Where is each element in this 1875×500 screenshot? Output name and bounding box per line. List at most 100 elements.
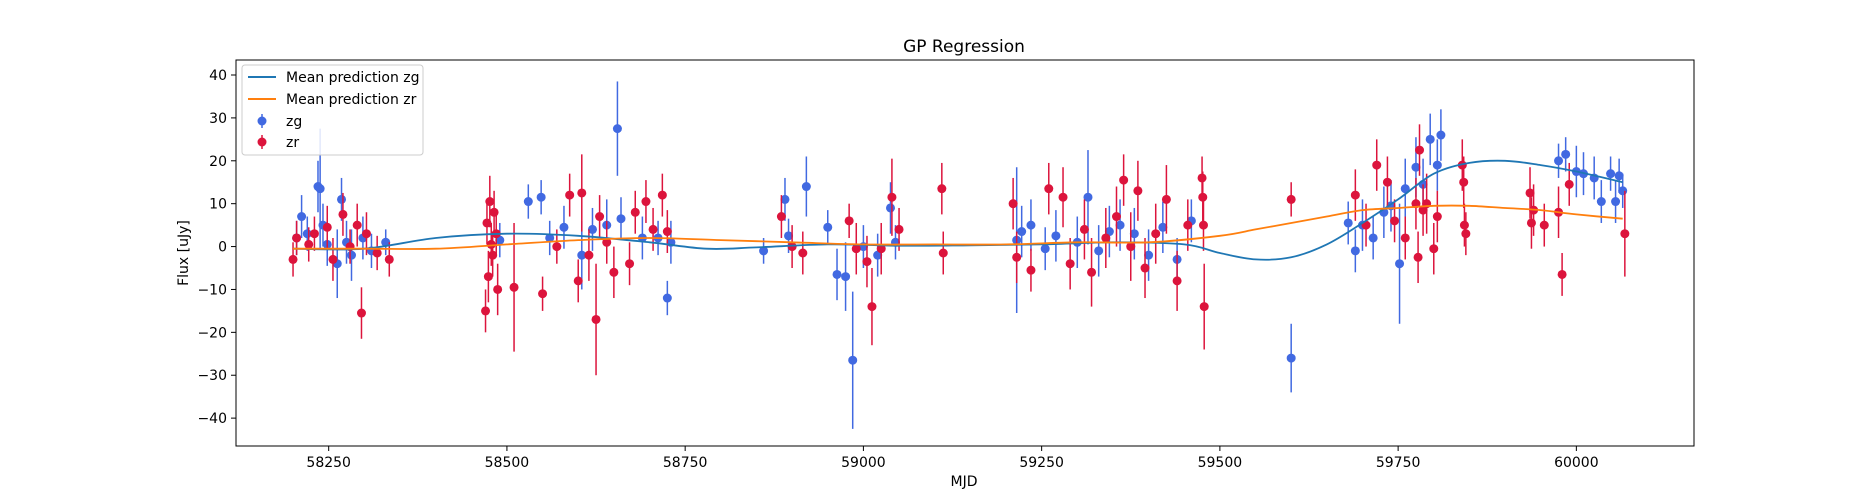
y-tick-label: −30: [197, 368, 227, 384]
zg-point: [848, 355, 858, 365]
zg-point: [1083, 192, 1093, 202]
x-tick-label: 59000: [841, 455, 886, 471]
zr-point: [937, 184, 947, 194]
zr-point: [1413, 252, 1423, 262]
zg-point: [1350, 246, 1360, 256]
zg-point: [1561, 149, 1571, 159]
zr-point: [591, 314, 601, 324]
zr-point: [776, 212, 786, 222]
zr-point: [573, 276, 583, 286]
zg-point: [662, 293, 672, 303]
zr-point: [485, 197, 495, 207]
zr-point: [595, 212, 605, 222]
zg-point: [1596, 197, 1606, 207]
x-tick-label: 59250: [1019, 455, 1064, 471]
y-tick-label: 10: [209, 197, 227, 213]
plot-area: 58250 58500 58750 59000 59250 59500 59750 60000…: [197, 59, 1695, 471]
zr-point: [851, 244, 861, 254]
zr-point: [1087, 267, 1097, 277]
zr-point: [1161, 194, 1171, 204]
zg-point: [1606, 169, 1616, 179]
x-tick-label: 58500: [485, 455, 530, 471]
zr-point: [1286, 194, 1296, 204]
zr-point: [1044, 184, 1054, 194]
zg-point: [1026, 220, 1036, 230]
x-tick-label: 60000: [1554, 455, 1599, 471]
zr-point: [1461, 229, 1471, 239]
zg-point: [1436, 130, 1446, 140]
zr-point: [1198, 192, 1208, 202]
y-tick-label: −40: [197, 411, 227, 427]
legend: Mean prediction zg Mean prediction zr zg…: [241, 64, 424, 156]
zg-point: [832, 269, 842, 279]
zg-point: [1115, 220, 1125, 230]
x-axis-ticks: 58250 58500 58750 59000 59250 59500 59750 60000: [306, 446, 1599, 471]
zr-point: [322, 222, 332, 232]
zr-point: [1058, 192, 1068, 202]
zr-point: [1119, 175, 1129, 185]
legend-box: [241, 64, 424, 156]
zg-point: [1343, 218, 1353, 228]
zr-point: [630, 207, 640, 217]
legend-label-zr-line: Mean prediction zr: [286, 92, 417, 108]
zr-point: [938, 248, 948, 258]
zr-point: [1140, 263, 1150, 273]
zg-point: [1051, 231, 1061, 241]
zg-point: [1432, 160, 1442, 170]
zg-point: [545, 233, 555, 243]
x-axis-title: MJD: [951, 474, 978, 490]
y-tick-label: −10: [197, 282, 227, 298]
zg-point: [616, 214, 626, 224]
zr-point: [486, 239, 496, 249]
zg-point: [784, 231, 794, 241]
zg-point: [587, 224, 597, 234]
zg-point: [302, 229, 312, 239]
zr-point: [662, 227, 672, 237]
x-tick-label: 58250: [306, 455, 351, 471]
zr-point: [552, 242, 562, 252]
zr-point: [1525, 188, 1535, 198]
zg-point: [1614, 171, 1624, 181]
zr-point: [1390, 216, 1400, 226]
zr-point: [609, 267, 619, 277]
x-tick-label: 59500: [1198, 455, 1243, 471]
y-tick-label: 30: [209, 111, 227, 127]
zg-point: [315, 184, 325, 194]
zr-point: [1415, 145, 1425, 155]
zr-point: [538, 289, 548, 299]
prediction-lines: [292, 159, 1623, 261]
zr-point: [1199, 302, 1209, 312]
y-axis-ticks: −40 −30 −20 −10 0 10 20 30 40: [197, 68, 236, 427]
y-axis-title: Flux [uJy]: [176, 220, 192, 286]
zg-point: [559, 222, 569, 232]
zr-point: [1133, 186, 1143, 196]
zg-point: [381, 237, 391, 247]
y-tick-label: 20: [209, 154, 227, 170]
zr-point: [493, 284, 503, 294]
y-tick-label: 0: [218, 240, 227, 256]
zg-point: [823, 222, 833, 232]
zr-point: [361, 229, 371, 239]
zr-point: [304, 239, 314, 249]
zr-point: [1026, 265, 1036, 275]
zg-point: [523, 197, 533, 207]
zg-point: [1618, 186, 1628, 196]
y-tick-label: 40: [209, 68, 227, 84]
zg-point: [801, 182, 811, 192]
zr-point: [798, 248, 808, 258]
zg-point: [780, 194, 790, 204]
zr-point: [328, 254, 338, 264]
zr-point: [844, 216, 854, 226]
legend-swatch-zg-marker: [257, 114, 267, 128]
zg-point: [885, 203, 895, 213]
zr-point: [509, 282, 519, 292]
legend-label-zg-line: Mean prediction zg: [286, 70, 420, 86]
chart-title: GP Regression: [903, 37, 1025, 57]
zr-point: [1008, 199, 1018, 209]
zr-point: [602, 237, 612, 247]
zg-point: [1158, 222, 1168, 232]
zg-point: [1144, 250, 1154, 260]
zr-point: [288, 254, 298, 264]
zr-point: [876, 244, 886, 254]
zr-point: [1183, 220, 1193, 230]
